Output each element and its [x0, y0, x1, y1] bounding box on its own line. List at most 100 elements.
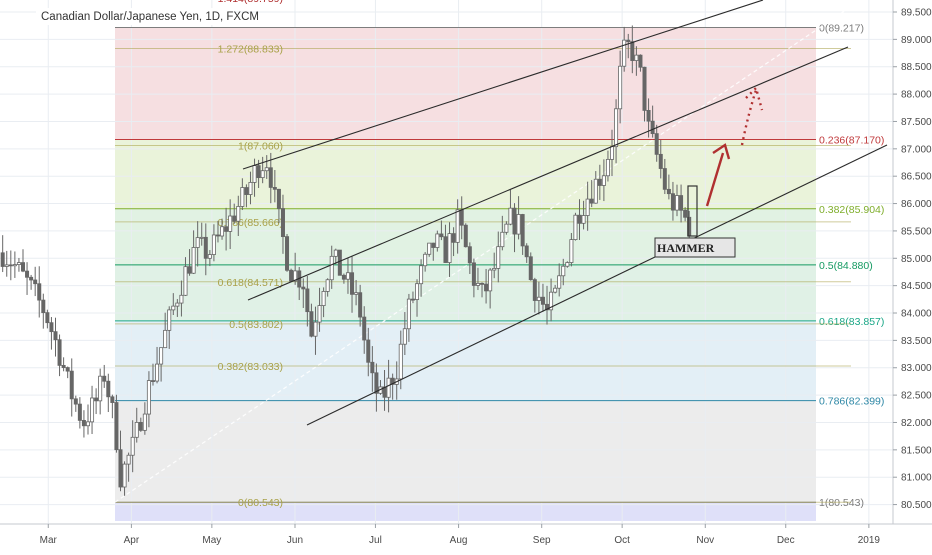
candle-body [12, 264, 17, 267]
candle-body [305, 288, 310, 313]
y-tick-label: 83.500 [901, 336, 932, 347]
candle-body [155, 363, 160, 382]
fib-diagonal [114, 6, 852, 503]
hammer-label-box[interactable] [654, 237, 736, 258]
candle-body [211, 234, 216, 255]
candle-body [114, 402, 119, 451]
candle-body [69, 370, 74, 400]
candle-body [191, 247, 196, 274]
candle-body [638, 54, 643, 68]
candle-body [57, 339, 62, 366]
candle-body [25, 270, 30, 278]
candle-body [662, 168, 667, 190]
candle-body [484, 283, 489, 292]
fib-extension-label: 0.618(84.571) [218, 277, 283, 289]
fib-level-label: 0.5(84.880) [819, 260, 873, 272]
candle-body [589, 198, 594, 204]
candle-body [398, 343, 403, 380]
fib-level-label: 0.786(82.399) [819, 396, 884, 408]
candle-body [679, 195, 684, 211]
candle-body [293, 270, 298, 282]
x-tick-label: Nov [696, 535, 714, 546]
candle-body [512, 207, 517, 235]
x-tick-label: Dec [777, 535, 795, 546]
y-tick-label: 85.000 [901, 254, 932, 265]
candle-body [406, 298, 411, 330]
y-tick-label: 86.500 [901, 172, 932, 183]
candle-body [85, 421, 90, 427]
candle-body [516, 214, 521, 235]
fib-level-label: 1(80.543) [819, 497, 864, 509]
y-tick-label: 89.000 [901, 35, 932, 46]
candle-body [447, 233, 452, 263]
hammer-candle-highlight [687, 185, 698, 237]
candle-body [341, 274, 346, 280]
candle-body [49, 322, 54, 333]
candle-body [415, 283, 420, 300]
candle-body [142, 413, 147, 431]
candle-body [524, 245, 529, 258]
candle-body [557, 275, 562, 289]
candle-body [650, 120, 655, 135]
y-tick-label: 82.500 [901, 391, 932, 402]
candle-body [488, 269, 493, 292]
candle-body [610, 146, 615, 160]
candle-body [4, 264, 9, 267]
candle-body [358, 292, 363, 318]
candle-body [630, 41, 635, 61]
candle-body [98, 375, 103, 402]
grid-lines [0, 0, 893, 524]
candle-body [150, 380, 155, 382]
fib-extension-label: 0.382(83.033) [218, 361, 283, 373]
candle-body [549, 291, 554, 311]
candle-body [435, 233, 440, 248]
candle-body [134, 421, 139, 438]
y-tick-label: 88.500 [901, 62, 932, 73]
candle-body [390, 377, 395, 385]
candle-body [496, 246, 501, 269]
candle-body [455, 209, 460, 243]
candle-body [366, 339, 371, 363]
candle-body [248, 182, 253, 195]
candle-body [175, 302, 180, 307]
y-tick-label: 83.000 [901, 363, 932, 374]
candle-body [106, 380, 111, 398]
fib-band [115, 502, 816, 521]
candle-body [459, 209, 464, 226]
candle-body [159, 347, 164, 365]
candle-body [614, 108, 619, 148]
candle-body [94, 397, 99, 402]
candle-body [280, 208, 285, 238]
chart-title-group: Canadian Dollar/Japanese Yen, 1D, FXCM [36, 8, 259, 25]
candle-body [654, 133, 659, 155]
candle-body [122, 463, 127, 488]
fib-band [115, 264, 816, 321]
trend-channel[interactable] [242, 0, 888, 426]
fib-level-label: 0.618(83.857) [819, 316, 884, 328]
projection-arrow-head [712, 143, 731, 160]
candle-body [431, 242, 436, 248]
y-tick-label: 85.500 [901, 226, 932, 237]
candle-body [285, 236, 290, 271]
candle-body [451, 233, 456, 243]
annotations: HAMMER [654, 85, 764, 258]
y-tick-label: 84.500 [901, 281, 932, 292]
x-tick-label: May [202, 535, 221, 546]
fib-band [115, 400, 816, 503]
candle-body [313, 321, 318, 337]
candle-body [126, 454, 131, 465]
candle-body [410, 298, 415, 301]
candle-body [573, 214, 578, 241]
candle-body [463, 224, 468, 248]
candle-body [561, 265, 566, 277]
candle-body [228, 215, 233, 232]
candle-body [427, 242, 432, 255]
candle-body [110, 396, 115, 403]
candle-body [642, 66, 647, 111]
candle-body [260, 170, 265, 179]
candle-body [187, 266, 192, 274]
fib-extension-label: 1.272(88.833) [218, 44, 283, 56]
candle-body [272, 187, 277, 190]
candle-body [333, 249, 338, 257]
candle-body [0, 252, 5, 267]
